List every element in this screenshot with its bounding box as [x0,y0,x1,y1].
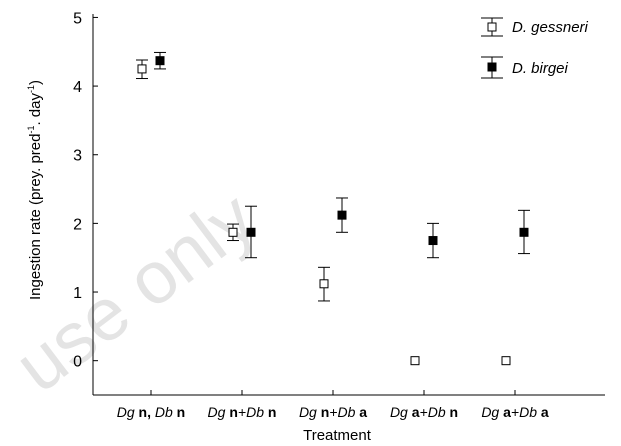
data-point [246,227,256,237]
x-axis-title: Treatment [303,427,372,444]
y-tick-label: 1 [73,285,82,302]
data-point [501,356,511,366]
y-tick-label: 3 [73,148,82,165]
x-tick-label: Dg a+Db n [390,404,458,420]
y-ticks: 0 1 2 3 4 5 [73,10,98,371]
x-tick-label: Dg n+Db n [208,404,277,420]
data-marks [136,51,530,366]
y-tick-label: 2 [73,216,82,233]
data-point [137,64,147,74]
data-point [228,227,238,237]
data-point [337,210,347,220]
x-ticks: Dg n, Db n Dg n+Db n Dg n+Db a Dg a+Db n Dg … [117,390,549,420]
y-tick-label: 4 [73,79,82,96]
data-point [519,227,529,237]
x-tick-label: Dg n+Db a [299,404,367,420]
data-point [410,356,420,366]
data-point [319,279,329,289]
y-axis-title: Ingestion rate (prey. pred-1. day-1) [26,80,44,300]
x-tick-label: Dg a+Db a [481,404,549,420]
x-tick-label: Dg n, Db n [117,404,186,420]
legend-item-gessneri: D. gessneri [481,17,589,37]
legend-item-birgei: D. birgei [481,56,569,79]
legend-label-birgei: D. birgei [512,60,569,77]
y-tick-label: 0 [73,354,82,371]
data-point [155,56,165,66]
y-tick-label: 5 [73,10,82,27]
legend-marker-birgei [487,62,497,72]
legend: D. gessneri D. birgei [481,17,589,79]
legend-label-gessneri: D. gessneri [512,19,589,36]
data-point [428,236,438,246]
legend-marker-gessneri [487,22,497,32]
axes [92,14,605,396]
